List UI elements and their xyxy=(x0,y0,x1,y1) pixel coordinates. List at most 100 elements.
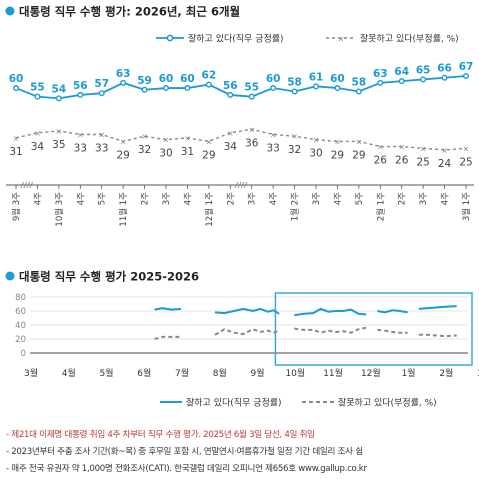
chart1-negative-data-label: 29 xyxy=(202,149,215,161)
chart1-negative-data-label: 24 xyxy=(438,158,452,170)
chart1-positive-point xyxy=(77,91,84,98)
chart1-positive-data-label: 58 xyxy=(352,76,367,88)
chart1-positive-point xyxy=(162,85,169,92)
chart2-negative-line xyxy=(377,328,408,334)
chart2-plot: 0 20 40 60 80 3월 4월 5월 6월 7월 8월 9월 10월 11월 12월 1월 2월 3월 xyxy=(15,292,479,379)
chart2-title: 대통령 직무 수행 평가 2025-2026 xyxy=(19,270,199,284)
chart1-negative-point: × xyxy=(98,131,105,140)
chart2-month-label: 3월 xyxy=(477,367,479,379)
legend-positive-marker-icon xyxy=(166,34,174,42)
chart1-negative-data-label: 32 xyxy=(138,144,151,156)
chart1-negative-point: × xyxy=(248,125,255,134)
chart1-positive-data-label: 55 xyxy=(244,82,259,94)
chart1-positive-point xyxy=(398,78,405,85)
chart1-negative-data-label: 25 xyxy=(416,156,429,168)
chart1-positive-data-label: 54 xyxy=(52,83,67,95)
chart1-negative-point: × xyxy=(420,144,427,153)
legend2-negative-label: 잘못하고 있다(부정률, %) xyxy=(338,397,437,409)
chart1-positive-data-label: 56 xyxy=(223,80,238,92)
chart1-negative-point: × xyxy=(34,129,41,138)
chart1-positive-point xyxy=(441,74,448,81)
chart1-positive-point xyxy=(463,72,470,79)
chart1-negative-point: × xyxy=(356,137,363,146)
chart2-legend: 잘하고 있다(직무 긍정률) 잘못하고 있다(부정률, %) xyxy=(160,397,437,409)
chart1-positive-line xyxy=(15,75,467,100)
chart1-x-tick-label: 12월 1주 xyxy=(204,192,215,227)
chart1-positive-point xyxy=(291,88,298,95)
chart1-negative-point: × xyxy=(227,129,234,138)
chart1-positive-data-label: 57 xyxy=(94,78,109,90)
chart1-positive-point xyxy=(377,79,384,86)
chart2-y-tick-label: 80 xyxy=(15,293,26,303)
chart1-x-tick-label: 2주 xyxy=(398,192,408,205)
chart1-positive-data-label: 60 xyxy=(180,73,195,85)
chart1-negative-data-label: 36 xyxy=(245,137,259,149)
chart2-positive-line xyxy=(154,307,182,311)
chart1-x-tick-label: 3주 xyxy=(248,192,258,205)
chart1-negative-data-label: 35 xyxy=(52,139,65,151)
chart1-negative-point: × xyxy=(77,131,84,140)
chart1-negative-point: × xyxy=(377,143,384,152)
chart1-x-tick-label: 2주 xyxy=(141,192,151,205)
chart2-y-tick-label: 40 xyxy=(15,321,26,331)
title-bullet-icon xyxy=(5,6,15,16)
chart1-positive-data-label: 58 xyxy=(287,76,302,88)
chart2-y-tick-label: 20 xyxy=(15,335,26,345)
chart1-positive-point xyxy=(55,95,62,102)
chart1-negative-point: × xyxy=(56,127,63,136)
chart1-negative-line xyxy=(15,128,467,151)
chart1-positive-data-label: 56 xyxy=(73,80,88,92)
chart2-month-label: 10월 xyxy=(285,367,305,379)
chart1-x-tick-label: 11월 1주 xyxy=(118,192,129,227)
axis-break-icon xyxy=(240,181,245,189)
chart1-negative-data-label: 31 xyxy=(181,146,194,158)
chart1-x-tick-label: 4주 xyxy=(183,192,193,205)
chart1-positive-data-label: 60 xyxy=(266,73,281,85)
chart1-negative-data-label: 34 xyxy=(224,141,238,153)
chart1-negative-data-label: 32 xyxy=(288,144,301,156)
chart2-highlight-box xyxy=(274,292,473,366)
chart2-month-label: 1월 xyxy=(402,367,416,379)
chart1-positive-data-label: 60 xyxy=(159,73,174,85)
chart1-positive-data-label: 60 xyxy=(9,73,24,85)
chart2-negative-line xyxy=(214,328,280,336)
chart1-negative-data-label: 25 xyxy=(459,156,472,168)
chart1-x-tick-label: 2월 1주 xyxy=(375,192,386,221)
chart1-negative-data-label: 30 xyxy=(159,148,172,160)
footer-note-3: - 매주 전국 유권자 약 1,000명 전화조사(CATI). 한국갤럽 데일… xyxy=(6,464,367,474)
chart1-x-tick-label: 3월 1주 xyxy=(461,192,472,221)
axis-break-icon xyxy=(29,181,34,189)
chart1-plot: 9월 3주 4주 10월 3주 4주 5주 11월 1주 2주 3주 4주 12월 1주 2주 3주 4… xyxy=(6,61,474,227)
chart1-negative-data-label: 31 xyxy=(9,146,22,158)
chart2-month-label: 11월 xyxy=(323,367,343,379)
chart1-positive-data-label: 66 xyxy=(437,63,452,75)
chart1-negative-point: × xyxy=(313,136,320,145)
chart1-x-tick-label: 4주 xyxy=(333,192,343,205)
chart1-x-tick-label: 4주 xyxy=(441,192,451,205)
chart1-positive-point xyxy=(420,76,427,83)
chart1-negative-point: × xyxy=(291,132,298,141)
chart1-x-tick-label: 1월 2주 xyxy=(290,192,301,221)
chart1-negative-point: × xyxy=(141,132,148,141)
chart1-negative-data-label: 33 xyxy=(74,143,87,155)
chart1-positive-data-label: 62 xyxy=(202,70,217,82)
chart-canvas: 대통령 직무 수행 평가: 2026년, 최근 6개월 잘하고 있다(직무 긍정… xyxy=(5,5,479,409)
axis-break-icon xyxy=(26,181,31,189)
chart2-month-label: 4월 xyxy=(62,367,76,379)
axis-break-icon xyxy=(23,181,28,189)
chart1-negative-point: × xyxy=(206,137,213,146)
chart1-x-tick-label: 4주 xyxy=(33,192,43,205)
chart1-positive-data-label: 63 xyxy=(373,68,388,80)
chart2-month-label: 8월 xyxy=(213,367,227,379)
chart1-negative-data-label: 26 xyxy=(374,155,388,167)
chart1-negative-point: × xyxy=(463,144,470,153)
chart1-x-tick-label: 3주 xyxy=(312,192,322,205)
chart2-negative-line xyxy=(418,333,457,338)
chart2-positive-line xyxy=(294,307,367,317)
chart1-negative-point: × xyxy=(270,131,277,140)
chart1-positive-data-label: 61 xyxy=(309,71,324,83)
chart2-positive-line xyxy=(214,307,280,315)
chart1-positive-point xyxy=(227,91,234,98)
chart1-x-tick-label: 3주 xyxy=(419,192,429,205)
chart1-positive-point xyxy=(141,86,148,93)
